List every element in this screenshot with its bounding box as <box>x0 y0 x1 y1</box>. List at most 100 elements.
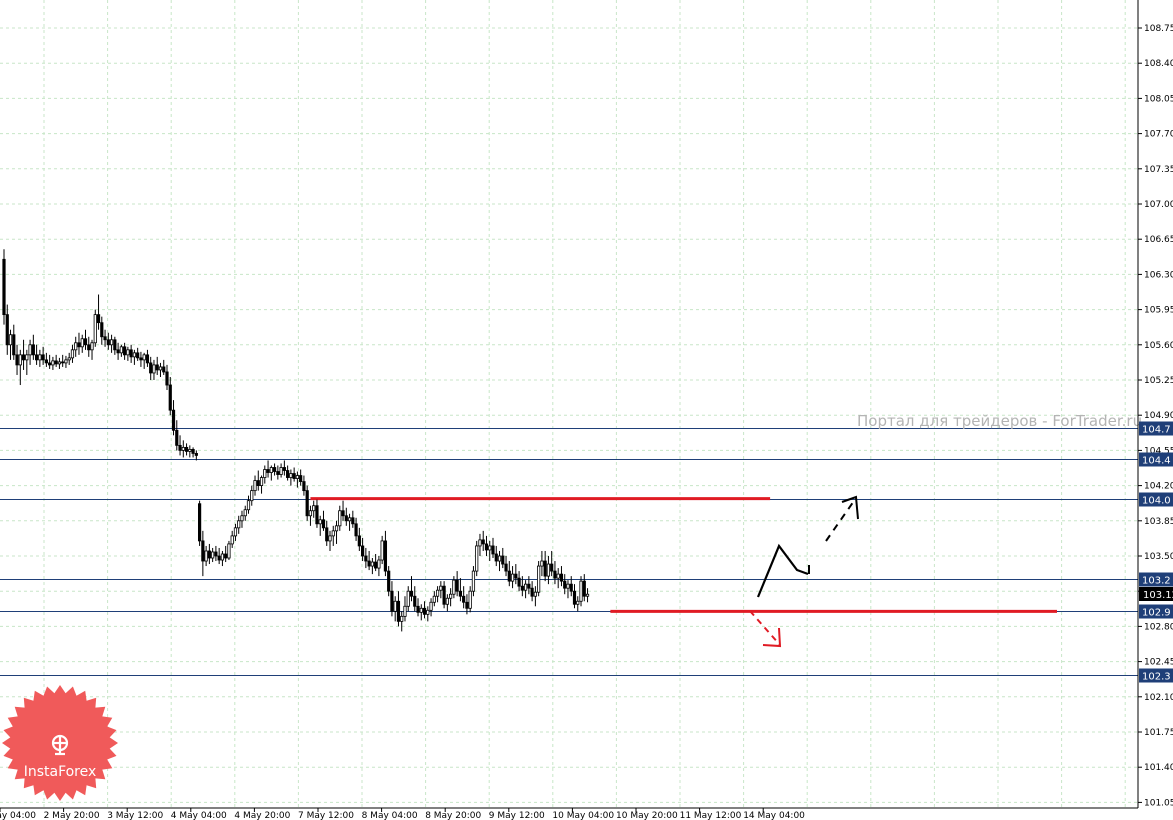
candle-body <box>38 354 42 361</box>
candle-body <box>435 589 440 597</box>
time-axis: 1 May 04:00 2 May 20:00 3 May 12:00 4 May 0… <box>0 808 805 820</box>
candle-body <box>445 597 449 605</box>
candle-body <box>246 500 251 511</box>
level-label-text: 104.4 <box>1142 456 1171 467</box>
candle-body <box>494 553 498 562</box>
candle-body <box>5 314 9 346</box>
candle-body <box>214 551 218 557</box>
candle-body <box>458 590 463 597</box>
arrow-down-head-icon <box>762 627 782 648</box>
forecast-path-up <box>756 543 809 598</box>
x-tick-label: 10 May 20:00 <box>616 811 678 820</box>
candle-body <box>57 361 62 365</box>
level-label-text: 104.7 <box>1142 425 1171 436</box>
candle-body <box>158 366 163 371</box>
level-label-box <box>1139 604 1173 619</box>
candle-body <box>308 510 313 517</box>
candle-body <box>188 448 192 452</box>
candle-body <box>103 336 107 341</box>
candle-body <box>28 344 32 356</box>
candle-body <box>566 583 570 589</box>
candle-body <box>155 364 159 371</box>
level-label-text: 104.0 <box>1142 496 1171 507</box>
candle-body <box>305 490 309 517</box>
candle-body <box>204 550 208 562</box>
candle-body <box>181 446 185 451</box>
current-price-text: 103.12 <box>1143 590 1173 601</box>
plot-background <box>0 0 1138 808</box>
candle-body <box>497 555 502 562</box>
candle-body <box>419 607 423 613</box>
candle-body <box>338 510 342 527</box>
y-tick-label: 106.65 <box>1144 235 1173 245</box>
candle-body <box>126 349 130 356</box>
candle-body <box>80 338 84 348</box>
y-tick-label: 105.95 <box>1144 306 1173 316</box>
candle-body <box>442 585 446 605</box>
logo-emblem-icon <box>51 734 69 756</box>
candle-body <box>149 362 153 374</box>
x-tick-label: 9 May 12:00 <box>489 811 545 820</box>
candle-body <box>540 560 544 567</box>
candle-body <box>31 344 35 356</box>
candle-body <box>132 352 136 358</box>
candle-body <box>582 580 586 597</box>
candle-body <box>136 352 140 359</box>
candle-body <box>152 364 156 374</box>
candle-body <box>543 560 547 577</box>
x-tick-label: 14 May 04:00 <box>743 811 805 820</box>
y-tick-label: 105.25 <box>1144 376 1173 386</box>
candle-body <box>142 354 146 361</box>
y-tick-label: 107.70 <box>1144 130 1173 140</box>
candle-body <box>259 477 264 487</box>
x-tick-label: 4 May 20:00 <box>234 811 290 820</box>
candle-body <box>478 539 482 547</box>
candle-body <box>18 354 22 366</box>
candle-body <box>563 580 567 589</box>
y-tick-label: 105.60 <box>1144 341 1173 351</box>
candle-body <box>491 545 495 555</box>
candle-body <box>197 503 202 542</box>
candle-body <box>416 605 420 613</box>
candle-body <box>501 555 505 565</box>
candle-body <box>429 601 433 611</box>
candle-body <box>468 590 472 609</box>
candle-body <box>465 601 469 609</box>
candle-body <box>201 540 205 562</box>
candle-body <box>44 359 48 364</box>
candle-body <box>383 540 388 572</box>
forecast-arrows <box>749 495 859 648</box>
candle-body <box>250 490 254 502</box>
candle-body <box>175 429 179 446</box>
y-tick-label: 106.30 <box>1144 270 1173 280</box>
candle-body <box>51 360 55 366</box>
candle-body <box>61 361 65 364</box>
x-tick-label: 10 May 04:00 <box>552 811 614 820</box>
candle-body <box>452 579 456 595</box>
candle-body <box>64 359 68 364</box>
x-tick-label: 1 May 04:00 <box>0 811 36 820</box>
candle-body <box>240 515 244 522</box>
candles <box>2 249 590 632</box>
candle-body <box>165 371 169 386</box>
level-label-box <box>1139 452 1173 467</box>
candle-body <box>393 600 397 612</box>
y-tick-label: 101.75 <box>1144 728 1173 738</box>
candle-body <box>439 585 443 591</box>
instaforex-logo: InstaForex <box>2 685 118 801</box>
candle-body <box>406 590 410 607</box>
candle-body <box>572 590 577 605</box>
candle-body <box>422 607 427 615</box>
candle-body <box>387 570 391 592</box>
candle-body <box>67 357 71 361</box>
candle-body <box>93 314 97 344</box>
candle-body <box>344 515 348 522</box>
candle-body <box>87 344 91 351</box>
y-tick-label: 108.75 <box>1144 24 1173 34</box>
candle-body <box>367 560 371 567</box>
x-tick-label: 2 May 20:00 <box>44 811 100 820</box>
candle-body <box>282 467 286 471</box>
candle-body <box>48 362 52 366</box>
arrow-up-head-icon <box>841 495 859 520</box>
